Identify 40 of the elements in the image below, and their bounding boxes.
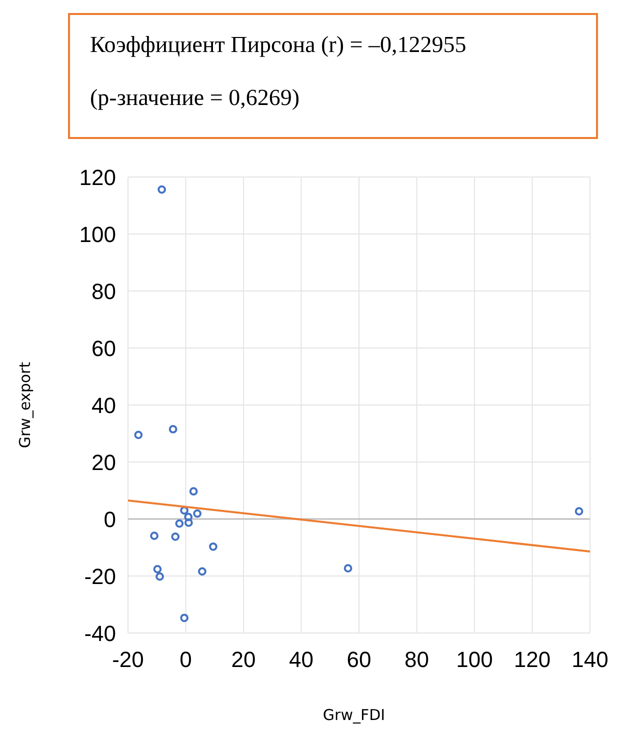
y-tick-label: 120: [79, 165, 116, 190]
point: [184, 512, 193, 522]
y-axis-title: Grw_export: [16, 362, 34, 448]
x-tick-label: 120: [514, 647, 551, 672]
x-tick-label: 60: [346, 647, 372, 672]
point: [198, 567, 206, 576]
point: [150, 532, 158, 540]
x-tick-label: 140: [572, 647, 608, 672]
x-tick-label: 40: [289, 647, 314, 672]
y-tick-label: -20: [84, 564, 116, 589]
point: [153, 564, 162, 574]
point: [344, 564, 352, 573]
point: [208, 542, 218, 551]
y-tick-label: 80: [92, 279, 116, 304]
point: [158, 185, 166, 194]
y-tick-label: 100: [79, 222, 116, 247]
y-tick-label: 0: [104, 507, 116, 532]
point: [193, 509, 202, 518]
y-tick-label: 60: [92, 336, 116, 361]
y-tick-label: 40: [92, 393, 116, 418]
x-tick-label: 80: [404, 647, 429, 672]
point: [574, 507, 584, 516]
x-tick-label: -20: [112, 647, 144, 672]
y-tick-label: 20: [92, 450, 116, 475]
point: [180, 506, 189, 515]
text: Коэффициент Пирсона (r) = –0,122955: [90, 32, 466, 57]
point: [180, 614, 189, 622]
point: [171, 532, 180, 541]
point: [168, 425, 178, 434]
point: [175, 519, 184, 528]
point: [156, 572, 164, 581]
point: [184, 518, 193, 527]
x-tick-label: 20: [231, 647, 256, 672]
x-tick-label: 100: [456, 647, 493, 672]
point: [189, 487, 198, 496]
text: (р-значение = 0,6269): [90, 85, 300, 110]
x-tick-label: 0: [180, 647, 192, 672]
y-tick-label: -40: [84, 621, 116, 646]
x-axis-title: Grw_FDI: [322, 706, 386, 724]
point: [134, 430, 143, 440]
